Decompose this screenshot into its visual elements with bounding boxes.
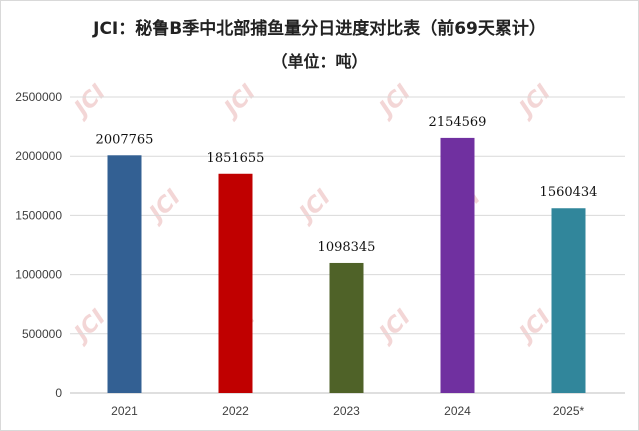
y-tick-label: 2500000 — [15, 90, 62, 104]
bar-2023 — [329, 262, 364, 393]
watermark-text: JCI — [142, 185, 186, 229]
y-tick-label: 1500000 — [15, 208, 62, 222]
data-label: 1851655 — [207, 151, 265, 166]
watermark-text: JCI — [292, 185, 336, 229]
x-tick-label: 2023 — [333, 404, 360, 418]
watermark-text: JCI — [217, 80, 261, 124]
data-label: 1560434 — [540, 185, 598, 200]
watermark-text: JCI — [512, 305, 556, 349]
chart-subtitle: （单位：吨） — [271, 52, 368, 71]
data-label: 2007765 — [96, 132, 154, 147]
x-axis: 2021 2022 2023 2024 2025* — [111, 404, 584, 418]
y-tick-label: 2000000 — [15, 149, 62, 163]
x-tick-label: 2021 — [111, 404, 138, 418]
x-tick-label: 2025* — [553, 404, 585, 418]
y-tick-label: 500000 — [22, 327, 62, 341]
x-tick-label: 2024 — [444, 404, 471, 418]
bar-series — [107, 137, 586, 393]
x-tick-label: 2022 — [222, 404, 249, 418]
bar-2024 — [440, 137, 475, 393]
watermark-text: JCI — [372, 305, 416, 349]
y-tick-label: 0 — [55, 386, 62, 400]
data-label: 2154569 — [429, 115, 487, 130]
y-axis: 0 500000 1000000 1500000 2000000 2500000 — [15, 90, 62, 400]
bar-2025 — [551, 208, 586, 393]
watermark-text: JCI — [512, 80, 556, 124]
watermark-text: JCI — [67, 305, 111, 349]
bar-2021 — [107, 155, 142, 393]
data-labels: 2007765 1851655 1098345 2154569 1560434 — [96, 115, 598, 255]
data-label: 1098345 — [318, 240, 376, 255]
chart-title: JCI：秘鲁B季中北部捕鱼量分日进度对比表（前69天累计） — [93, 19, 546, 39]
watermark-text: JCI — [67, 80, 111, 124]
y-tick-label: 1000000 — [15, 268, 62, 282]
bar-2022 — [218, 173, 253, 393]
watermark-text: JCI — [372, 80, 416, 124]
